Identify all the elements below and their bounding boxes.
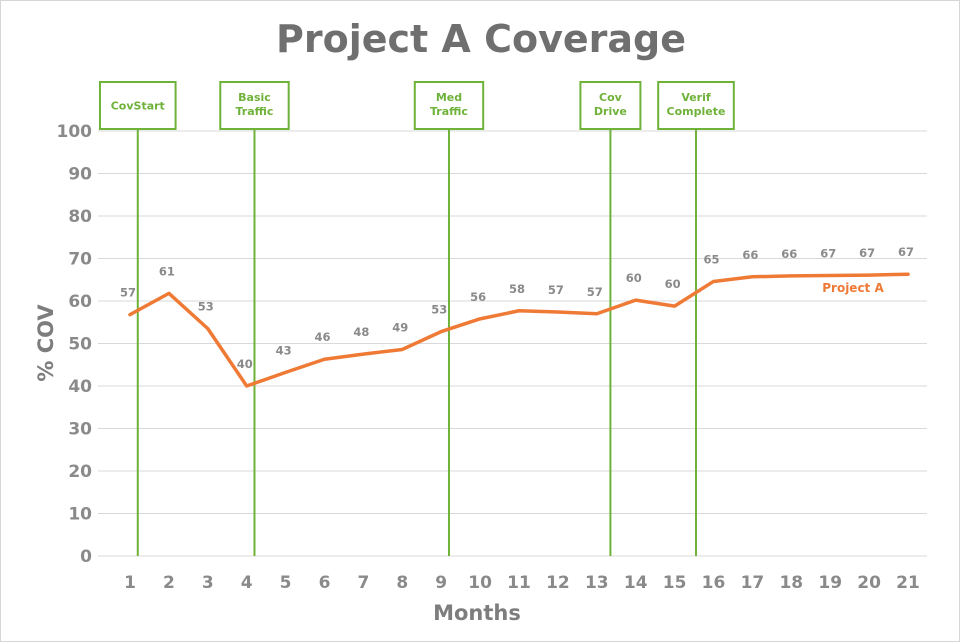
x-tick-label: 20 xyxy=(857,573,881,593)
x-tick-label: 4 xyxy=(241,573,253,593)
x-tick-label: 9 xyxy=(435,573,447,593)
milestone-label: Verif xyxy=(681,91,711,104)
milestone-label: CovStart xyxy=(111,100,165,113)
data-label: 53 xyxy=(198,300,214,314)
data-point xyxy=(906,272,910,276)
data-label: 66 xyxy=(781,247,797,261)
milestone-box xyxy=(413,81,485,130)
x-tick-label: 5 xyxy=(280,573,292,593)
y-tick-label: 0 xyxy=(80,547,92,567)
milestone-label: Basic xyxy=(238,91,271,104)
data-point xyxy=(634,298,638,302)
data-point xyxy=(284,370,288,374)
data-point xyxy=(167,291,171,295)
x-tick-label: 21 xyxy=(896,573,920,593)
milestone-box xyxy=(219,81,290,130)
data-label: 46 xyxy=(314,330,330,344)
x-tick-label: 18 xyxy=(779,573,803,593)
milestone-label: Cov xyxy=(599,91,623,104)
x-tick-label: 12 xyxy=(546,573,570,593)
y-tick-label: 90 xyxy=(68,165,92,185)
y-tick-label: 20 xyxy=(68,462,92,482)
data-point xyxy=(478,317,482,321)
y-tick-label: 80 xyxy=(68,207,92,227)
y-tick-label: 10 xyxy=(68,505,92,525)
data-label: 48 xyxy=(353,325,369,339)
data-label: 43 xyxy=(276,343,292,357)
y-tick-label: 100 xyxy=(57,122,93,142)
data-label: 66 xyxy=(742,248,758,262)
data-label: 65 xyxy=(703,252,719,266)
milestone-label: Traffic xyxy=(236,105,274,118)
milestone-label: Complete xyxy=(667,105,726,118)
data-label: 60 xyxy=(665,277,681,291)
data-point xyxy=(867,273,871,277)
series-name-label: Project A xyxy=(822,281,884,295)
x-tick-label: 13 xyxy=(585,573,609,593)
x-tick-label: 11 xyxy=(507,573,531,593)
data-point xyxy=(517,309,521,313)
milestone-label: Med xyxy=(436,91,462,104)
x-tick-label: 16 xyxy=(702,573,726,593)
data-point xyxy=(595,312,599,316)
data-label: 56 xyxy=(470,290,486,304)
milestone-label: Traffic xyxy=(430,105,468,118)
x-tick-label: 17 xyxy=(741,573,765,593)
y-tick-label: 40 xyxy=(68,377,92,397)
chart-title: Project A Coverage xyxy=(276,17,686,61)
y-tick-label: 50 xyxy=(68,335,92,355)
data-label: 57 xyxy=(587,285,603,299)
x-tick-label: 10 xyxy=(468,573,492,593)
data-label: 57 xyxy=(548,283,564,297)
milestone-box xyxy=(579,81,642,130)
data-label: 61 xyxy=(159,264,175,278)
milestone-box xyxy=(657,81,735,130)
data-point xyxy=(439,330,443,334)
data-point xyxy=(556,310,560,314)
data-point xyxy=(400,347,404,351)
series: 57 61 53 40 43 46 48 49 53 56 58 57 57 60 60 65 66 66 67 67… xyxy=(120,245,914,388)
data-point xyxy=(712,279,715,283)
milestone-box xyxy=(98,81,177,130)
data-label: 49 xyxy=(392,320,408,334)
data-point xyxy=(673,304,677,308)
data-point xyxy=(750,275,754,279)
y-axis-label: % COV xyxy=(34,304,58,382)
data-label: 58 xyxy=(509,282,525,296)
x-tick-label: 15 xyxy=(663,573,687,593)
data-label: 67 xyxy=(898,245,914,259)
x-tick-label: 8 xyxy=(396,573,408,593)
x-tick-label: 19 xyxy=(818,573,842,593)
y-tick-label: 70 xyxy=(68,250,92,270)
gridlines xyxy=(98,130,927,557)
data-point xyxy=(128,313,132,317)
data-label: 67 xyxy=(859,246,875,260)
x-tick-label: 2 xyxy=(163,573,175,593)
data-point xyxy=(361,352,365,356)
data-point xyxy=(245,384,249,388)
data-point xyxy=(323,357,326,361)
x-tick-label: 3 xyxy=(202,573,214,593)
x-tick-label: 1 xyxy=(124,573,136,593)
data-point xyxy=(828,274,832,277)
data-label: 53 xyxy=(431,303,447,317)
data-point xyxy=(206,327,210,331)
y-tick-label: 60 xyxy=(68,292,92,312)
x-tick-label: 6 xyxy=(319,573,331,593)
x-axis-label: Months xyxy=(433,601,521,625)
data-point xyxy=(789,274,793,278)
data-label: 57 xyxy=(120,286,136,300)
y-tick-label: 30 xyxy=(68,420,92,440)
data-label: 40 xyxy=(237,357,253,371)
milestones: CovStartBasicTrafficMedTrafficCovDriveVe… xyxy=(98,81,735,556)
data-label: 67 xyxy=(820,247,836,261)
x-tick-label: 7 xyxy=(357,573,369,593)
x-tick-label: 14 xyxy=(624,573,648,593)
data-label: 60 xyxy=(626,271,642,285)
milestone-label: Drive xyxy=(594,105,627,118)
